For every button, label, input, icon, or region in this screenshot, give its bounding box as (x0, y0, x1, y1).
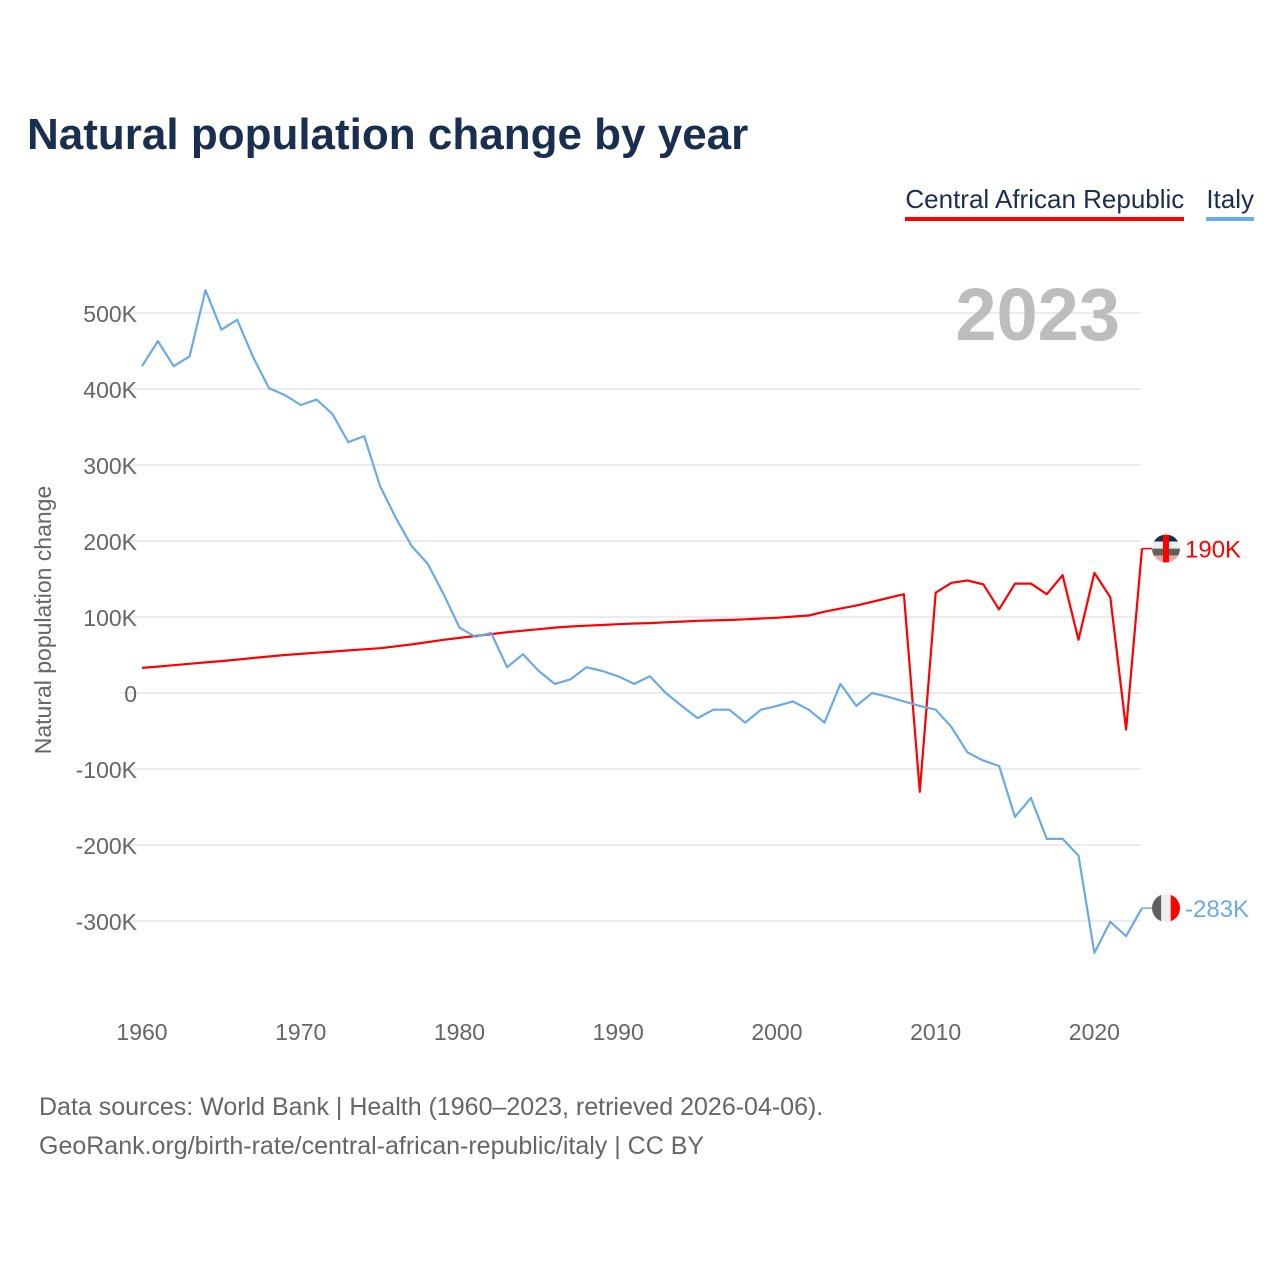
y-tick-label: -200K (76, 833, 138, 859)
source-line-1: Data sources: World Bank | Health (1960–… (39, 1093, 824, 1121)
series-line-car (141, 548, 1144, 793)
y-tick-label: 300K (83, 453, 137, 479)
legend: Central African Republic Italy (905, 184, 1254, 221)
year-watermark: 2023 (955, 273, 1120, 356)
source-line-2[interactable]: GeoRank.org/birth-rate/central-african-r… (39, 1132, 705, 1160)
x-tick-label: 2010 (910, 1019, 961, 1045)
x-tick-label: 2020 (1069, 1019, 1120, 1045)
x-tick-label: 2000 (751, 1019, 802, 1045)
y-tick-label: 500K (83, 301, 137, 327)
y-tick-label: 0 (124, 681, 137, 707)
x-tick-label: 1980 (434, 1019, 485, 1045)
y-tick-label: -100K (76, 757, 138, 783)
y-tick-label: -300K (76, 909, 138, 935)
flag-stripe (1161, 894, 1171, 923)
end-value-label: 190K (1185, 537, 1241, 564)
end-value-label: -283K (1185, 896, 1249, 923)
italy-flag-icon (1152, 894, 1180, 923)
flag-stripe (1163, 534, 1169, 563)
flag-stripe (1152, 894, 1162, 923)
source-footer: Data sources: World Bank | Health (1960–… (39, 1088, 823, 1166)
y-tick-label: 100K (83, 605, 137, 631)
chart-title: Natural population change by year (27, 110, 749, 159)
x-tick-label: 1990 (593, 1019, 644, 1045)
y-axis-label: Natural population change (30, 486, 56, 755)
car-flag-icon (1152, 534, 1180, 563)
y-tick-label: 200K (83, 529, 137, 555)
x-tick-label: 1960 (116, 1019, 167, 1045)
flag-stripe (1170, 894, 1180, 923)
y-tick-label: 400K (83, 377, 137, 403)
legend-item-central-african-republic[interactable]: Central African Republic (905, 184, 1185, 221)
legend-item-italy[interactable]: Italy (1206, 184, 1254, 221)
x-tick-label: 1970 (275, 1019, 326, 1045)
series-line-italy (141, 289, 1143, 955)
